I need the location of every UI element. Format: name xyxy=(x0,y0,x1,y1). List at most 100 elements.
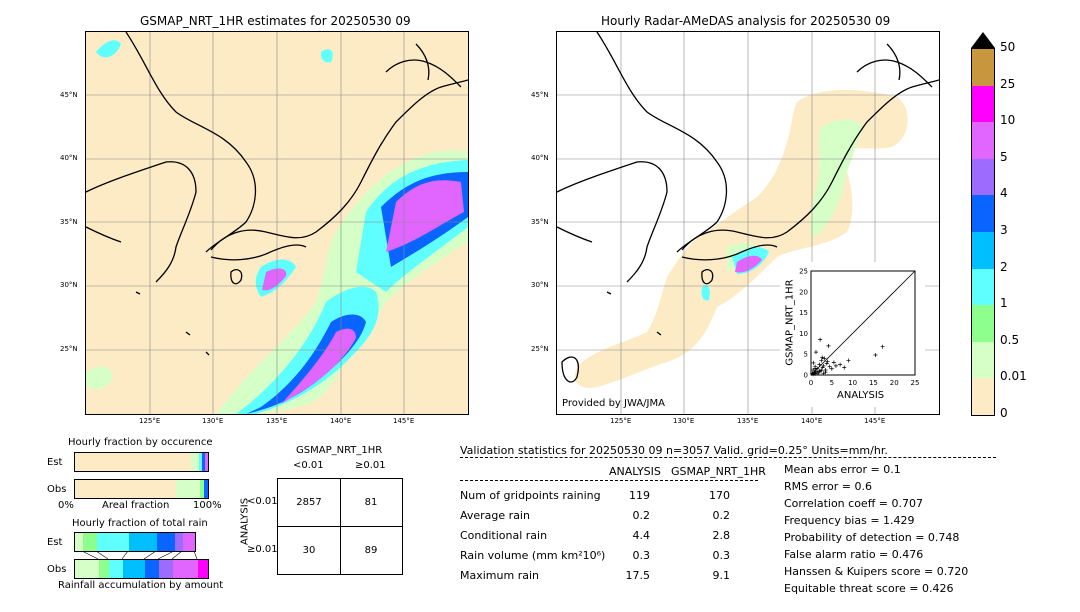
colorbar-segment xyxy=(972,378,994,416)
contingency-table: 2857 81 30 89 xyxy=(277,478,403,575)
contingency-row-ge: ≥0.01 xyxy=(247,544,278,555)
validation-col-rule xyxy=(460,480,758,481)
right-lat-30: 30°N xyxy=(531,281,549,289)
contingency-cell-miss: 30 xyxy=(302,545,316,556)
total-rain-row-obs: Obs xyxy=(47,564,67,575)
scatter-point xyxy=(827,364,832,369)
validation-row-label: Conditional rain xyxy=(460,529,548,542)
scatter-point xyxy=(821,363,826,368)
validation-row-gsmap: 2.8 xyxy=(712,529,731,542)
scatter-x-tick: 15 xyxy=(869,379,878,387)
colorbar-label: 5 xyxy=(1000,149,1008,164)
scatter-ylabel: GSMAP_NRT_1HR xyxy=(784,279,796,366)
contingency-cell-hit-none: 2857 xyxy=(296,497,322,508)
contingency-cell-false-alarm: 81 xyxy=(364,497,378,508)
score-rmse: RMS error = 0.6 xyxy=(784,480,872,493)
validation-row-label: Num of gridpoints raining xyxy=(460,489,601,502)
validation-row-gsmap: 0.3 xyxy=(712,549,731,562)
validation-row-label: Rain volume (mm km²10⁶) xyxy=(460,549,606,562)
right-lon-135: 135°E xyxy=(737,417,759,425)
scatter-point xyxy=(831,360,836,365)
left-lat-35: 35°N xyxy=(60,218,78,226)
validation-row-analysis: 0.2 xyxy=(632,509,651,522)
left-coastline xyxy=(86,32,468,356)
right-lat-35: 35°N xyxy=(531,218,549,226)
scatter-y-tick: 5 xyxy=(804,351,808,359)
colorbar-extend-arrow xyxy=(971,32,995,48)
colorbar-segment xyxy=(972,195,994,233)
total-rain-connector xyxy=(81,551,198,560)
scatter-point xyxy=(846,358,851,363)
scatter-point xyxy=(817,369,822,374)
colorbar-segment xyxy=(972,158,994,196)
scatter-x-tick: 0 xyxy=(809,379,813,387)
scatter-x-ticks: 0 5 10 15 20 25 xyxy=(809,379,920,387)
scatter-y-tick: 25 xyxy=(799,268,808,276)
scatter-point xyxy=(815,366,820,371)
scatter-point xyxy=(810,371,815,376)
scatter-point xyxy=(813,366,818,371)
scatter-point xyxy=(842,365,847,370)
scatter-point xyxy=(829,366,834,371)
scatter-x-tick: 20 xyxy=(890,379,899,387)
total-rain-title: Hourly fraction of total rain xyxy=(72,518,208,529)
validation-row-analysis: 0.3 xyxy=(632,549,651,562)
colorbar-label: 0 xyxy=(1000,406,1008,420)
total-rain-bar-est xyxy=(74,532,196,552)
contingency-cell-hit: 89 xyxy=(364,545,378,556)
scatter-y-ticks: 0 5 10 15 20 25 xyxy=(799,268,808,380)
left-lat-40: 40°N xyxy=(60,154,78,162)
occurrence-axis-left: 0% xyxy=(58,500,74,511)
colorbar-label: 0.01 xyxy=(1000,369,1027,384)
validation-row-label: Maximum rain xyxy=(460,569,539,582)
scatter-point xyxy=(873,353,878,358)
score-ets: Equitable threat score = 0.426 xyxy=(784,582,954,595)
total-rain-bar-obs xyxy=(74,559,209,579)
scatter-x-tick: 5 xyxy=(830,379,834,387)
scatter-point xyxy=(822,356,827,361)
occurrence-axis-mid: Areal fraction xyxy=(102,500,170,511)
colorbar-segment xyxy=(972,305,994,343)
scatter-point xyxy=(823,370,828,375)
contingency-title: GSMAP_NRT_1HR xyxy=(296,445,383,456)
colorbar-label: 1 xyxy=(1000,296,1008,311)
scatter-x-tick: 10 xyxy=(848,379,857,387)
validation-row-label: Average rain xyxy=(460,509,530,522)
colorbar-label: 10 xyxy=(1000,113,1016,128)
left-grid xyxy=(86,32,468,414)
score-mae: Mean abs error = 0.1 xyxy=(784,463,901,476)
validation-row-gsmap: 170 xyxy=(709,489,730,502)
occurrence-axis-right: 100% xyxy=(193,500,222,511)
right-grid xyxy=(557,32,939,414)
scatter-inset: 0 5 10 15 20 25 0 5 10 15 20 25 ANALYSIS GSMAP_NRT… xyxy=(780,262,925,407)
right-map-credit: Provided by JWA/JMA xyxy=(562,398,665,409)
total-rain-row-est: Est xyxy=(47,537,63,548)
scatter-point xyxy=(838,362,843,367)
scatter-xlabel: ANALYSIS xyxy=(837,390,885,401)
validation-row-analysis: 119 xyxy=(629,489,650,502)
right-lon-145: 145°E xyxy=(864,417,886,425)
score-correlation: Correlation coeff = 0.707 xyxy=(784,497,923,510)
left-rain-field xyxy=(86,40,468,414)
left-map-title: GSMAP_NRT_1HR estimates for 20250530 09 xyxy=(140,14,411,28)
left-lon-140: 140°E xyxy=(330,417,352,425)
scatter-point xyxy=(815,370,820,375)
scatter-plot: 0 5 10 15 20 25 0 5 10 15 20 25 xyxy=(799,268,920,388)
scatter-y-tick: 20 xyxy=(799,288,808,296)
right-lon-140: 140°E xyxy=(801,417,823,425)
colorbar-label: 50 xyxy=(1000,40,1016,54)
scatter-point xyxy=(813,371,818,376)
scatter-point xyxy=(880,344,885,349)
right-lat-45: 45°N xyxy=(531,91,549,99)
validation-col-analysis: ANALYSIS xyxy=(609,465,661,478)
validation-row-analysis: 17.5 xyxy=(625,569,651,582)
scatter-point xyxy=(811,360,816,365)
left-lon-130: 130°E xyxy=(202,417,224,425)
colorbar-segment xyxy=(972,49,994,87)
validation-col-gsmap: GSMAP_NRT_1HR xyxy=(671,465,766,478)
scatter-point xyxy=(820,355,825,360)
occurrence-row-obs: Obs xyxy=(47,484,67,495)
scatter-point xyxy=(821,371,826,376)
left-map xyxy=(85,31,469,415)
contingency-col-ge: ≥0.01 xyxy=(355,460,386,471)
